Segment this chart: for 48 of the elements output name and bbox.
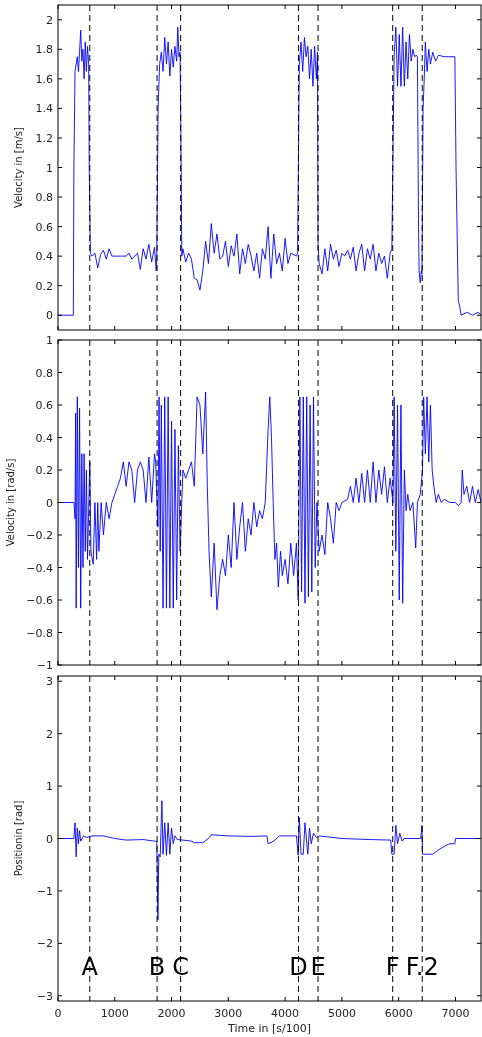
y-tick-label: −0.6	[26, 594, 53, 607]
ref-line-label: D	[289, 953, 308, 981]
y-tick-label: 1.6	[35, 72, 53, 86]
ref-line-label: C	[172, 953, 190, 981]
y-tick-label: 1.2	[35, 131, 53, 145]
y-tick-label: 1	[46, 161, 53, 175]
y-tick-label: −0.8	[26, 626, 53, 640]
y-tick-label: 0.2	[35, 464, 53, 477]
y-tick-label: −0.4	[26, 561, 53, 575]
y-tick-label: 0	[46, 496, 53, 510]
x-tick-label: 0	[54, 1007, 62, 1020]
x-tick-label: 6000	[384, 1007, 413, 1020]
y-axis-title: Positionin [rad]	[13, 800, 24, 877]
x-tick-label: 5000	[327, 1007, 356, 1020]
y-tick-label: 0	[46, 309, 53, 323]
x-tick-label: 3000	[214, 1007, 243, 1020]
y-tick-label: 2	[46, 727, 53, 741]
y-tick-label: −2	[36, 937, 53, 951]
x-tick-label: 2000	[157, 1007, 186, 1020]
ref-line-label: A	[81, 953, 99, 981]
ref-line-label: F.2	[405, 953, 439, 981]
y-axis-title: Velocity in [rad/s]	[5, 458, 16, 547]
y-axis-title: Velocity in [m/s]	[13, 126, 24, 208]
y-tick-label: 0.4	[35, 250, 53, 264]
y-tick-label: 0.4	[35, 431, 53, 445]
y-tick-label: 1.8	[35, 43, 53, 57]
y-tick-label: 0	[46, 832, 53, 846]
y-tick-label: −3	[36, 989, 53, 1003]
y-tick-label: 0.8	[35, 366, 53, 380]
x-axis-title: Time in [s/100]	[227, 1022, 311, 1035]
ref-line-label: F	[385, 953, 400, 981]
y-tick-label: 0.2	[35, 279, 53, 293]
y-tick-label: 0.6	[35, 220, 53, 234]
x-tick-label: 4000	[271, 1007, 300, 1020]
y-tick-label: 0.6	[35, 399, 53, 412]
y-tick-label: 1.4	[35, 102, 53, 116]
y-tick-label: −1	[36, 659, 53, 672]
ref-line-label: B	[148, 953, 166, 981]
ref-line-label: E	[310, 953, 326, 981]
y-tick-label: 1	[46, 334, 53, 347]
y-tick-label: 0.8	[35, 191, 53, 205]
y-tick-label: −0.2	[26, 529, 53, 542]
y-tick-label: 1	[46, 780, 53, 794]
y-tick-label: 3	[46, 675, 53, 689]
y-tick-label: 2	[46, 13, 53, 27]
x-tick-label: 7000	[441, 1007, 470, 1020]
x-tick-label: 1000	[100, 1007, 129, 1020]
y-tick-label: −1	[36, 884, 53, 898]
